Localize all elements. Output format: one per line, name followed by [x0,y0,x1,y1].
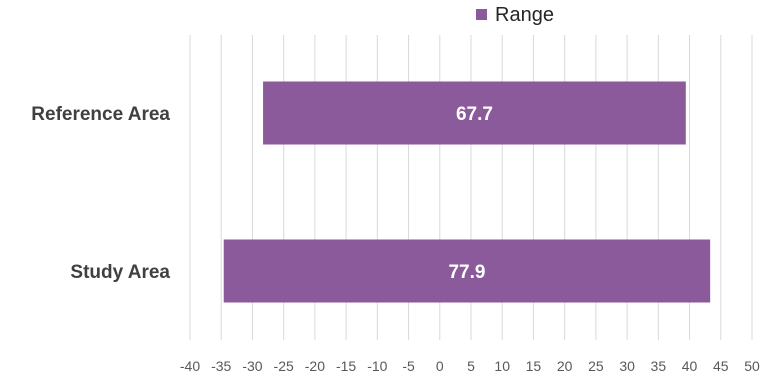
x-tick-label: -15 [336,358,356,374]
x-tick-label: 15 [526,358,542,374]
category-label: Reference Area [31,104,170,125]
x-tick-label: 30 [619,358,635,374]
legend-label: Range [495,4,554,26]
x-tick-label: 20 [557,358,573,374]
bar [223,239,711,303]
bar-data-label: 67.7 [456,104,493,125]
x-axis-tick-labels: -40 -35 -30 -25 -20 -15 -10 -5 0 5 10 15 20 25 30 35 40 4… [180,358,760,374]
legend-swatch [476,9,487,20]
bar [263,81,686,145]
x-tick-label: -20 [305,358,325,374]
x-tick-label: 5 [467,358,475,374]
x-tick-label: 35 [651,358,667,374]
x-tick-label: 25 [588,358,604,374]
x-tick-label: -35 [211,358,231,374]
x-tick-label: 45 [713,358,729,374]
x-tick-label: -10 [367,358,387,374]
x-tick-label: 10 [494,358,510,374]
bar-data-labels: 67.7 77.9 [448,104,492,283]
x-tick-label: -30 [242,358,262,374]
category-label: Study Area [70,262,170,283]
bars [223,81,711,303]
x-tick-label: 50 [744,358,760,374]
x-tick-label: 40 [682,358,698,374]
legend: Range [476,4,554,26]
x-tick-label: 0 [436,358,444,374]
bar-data-label: 77.9 [448,262,485,283]
x-tick-label: -5 [402,358,415,374]
x-tick-label: -25 [274,358,294,374]
category-labels: Reference Area Study Area [31,104,170,283]
x-tick-label: -40 [180,358,200,374]
